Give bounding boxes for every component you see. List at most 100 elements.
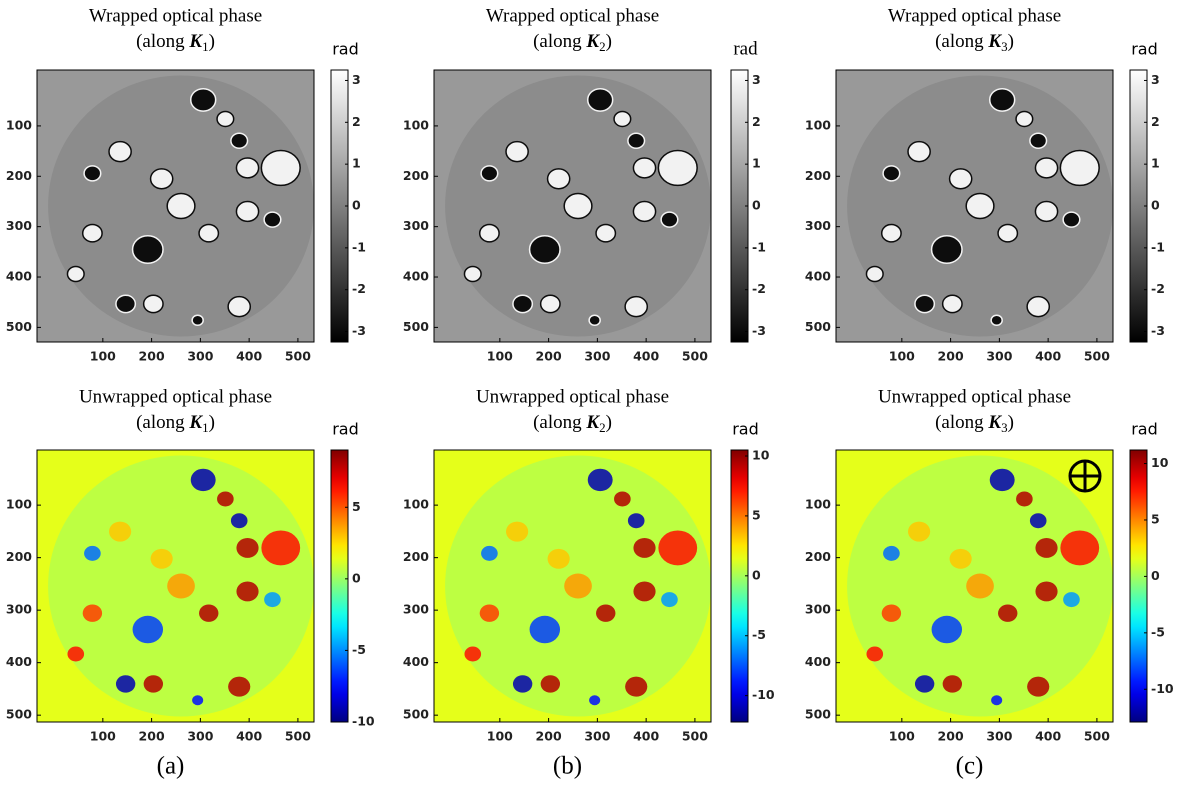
y-tick-label: 300 — [6, 602, 32, 617]
image-feature — [595, 223, 617, 243]
image-feature — [109, 521, 132, 542]
y-tick-label: 500 — [403, 319, 429, 334]
colorbar-tick-label: 0 — [352, 570, 361, 585]
colorbar-tick-label: -2 — [352, 281, 366, 296]
image-feature — [881, 604, 902, 622]
colorbar-tick-label: -3 — [352, 323, 366, 338]
image-feature — [227, 295, 252, 318]
subtitle-part: (along — [533, 31, 586, 52]
colorbar-tick-label: 5 — [1151, 511, 1160, 526]
subtitle-part: 1 — [202, 39, 209, 54]
subtitle-part: ) — [1008, 31, 1014, 52]
image-feature — [1035, 537, 1058, 558]
image-feature — [108, 140, 132, 163]
colorbar-tick-label: -1 — [752, 239, 766, 254]
image-feature — [660, 211, 679, 228]
image-feature — [1035, 581, 1058, 602]
colorbar — [730, 449, 749, 723]
image-feature — [479, 604, 500, 622]
image-feature — [260, 149, 301, 187]
subtitle-part: 2 — [599, 420, 606, 435]
x-tick-label: 100 — [487, 729, 513, 744]
x-tick-label: 200 — [139, 349, 165, 364]
image-feature — [1016, 491, 1033, 507]
colorbar-tick-label: -2 — [752, 281, 766, 296]
image-feature — [632, 157, 657, 179]
orientation-symbol — [1068, 459, 1102, 493]
subtitle-part: 1 — [202, 420, 209, 435]
colorbar-tick-label: -2 — [1151, 281, 1165, 296]
x-tick-label: 200 — [938, 729, 964, 744]
image-feature — [941, 294, 963, 314]
x-tick-label: 200 — [938, 349, 964, 364]
image-feature — [1063, 592, 1080, 608]
y-tick-label: 300 — [805, 602, 831, 617]
x-tick-label: 200 — [536, 729, 562, 744]
y-tick-label: 100 — [805, 117, 831, 132]
panel: Unwrapped optical phase(along K2)100 200 3… — [403, 386, 775, 743]
panel-subtitle: (along K2) — [533, 31, 612, 54]
x-tick-label: 100 — [889, 729, 915, 744]
colorbar — [1129, 449, 1148, 723]
colorbar-tick-label: 0 — [752, 198, 761, 213]
image-feature — [624, 295, 649, 318]
image-feature — [998, 604, 1018, 622]
x-tick-label: 500 — [285, 349, 311, 364]
colorbar-tick-label: 0 — [752, 567, 761, 582]
image-feature — [564, 573, 592, 599]
colorbar — [330, 449, 349, 723]
colorbar-tick-label: 3 — [352, 72, 361, 87]
image-feature — [84, 545, 101, 561]
panel-subtitle: (along K3) — [935, 412, 1014, 435]
panel-subtitle: (along K3) — [935, 31, 1014, 54]
image-feature — [866, 646, 884, 662]
subtitle-part: (along — [935, 412, 988, 433]
subtitle-part: K — [188, 31, 203, 52]
image-feature — [546, 168, 571, 190]
panel-label: (b) — [553, 753, 582, 780]
colorbar-tick-label: 0 — [352, 198, 361, 213]
subtitle-part: K — [585, 412, 600, 433]
image-frame — [433, 69, 712, 343]
x-tick-label: 500 — [682, 729, 708, 744]
panel-label: (c) — [956, 753, 984, 780]
colorbar-tick-label: 3 — [752, 72, 761, 87]
image-feature — [512, 675, 533, 693]
image-feature — [1034, 200, 1059, 223]
image-frame — [835, 69, 1114, 343]
y-tick-label: 100 — [6, 117, 32, 132]
panel: Wrapped optical phase(along K2)100 200 300… — [403, 5, 766, 363]
image-feature — [132, 615, 164, 644]
image-feature — [115, 294, 137, 314]
y-tick-label: 100 — [403, 117, 429, 132]
image-feature — [1059, 149, 1100, 187]
image — [836, 450, 1113, 722]
x-tick-label: 500 — [682, 349, 708, 364]
colorbar-label: rad — [332, 40, 359, 59]
y-tick-label: 500 — [6, 707, 32, 722]
image-feature — [930, 235, 963, 264]
image-feature — [908, 521, 931, 542]
image-feature — [190, 468, 216, 492]
image-feature — [264, 592, 281, 608]
x-tick-label: 300 — [986, 729, 1012, 744]
image-feature — [883, 545, 900, 561]
image-feature — [263, 211, 282, 228]
image-feature — [563, 192, 593, 220]
colorbar-label: rad — [332, 420, 359, 439]
colorbar-tick-label: -3 — [1151, 323, 1165, 338]
y-tick-label: 400 — [403, 654, 429, 669]
x-tick-label: 200 — [536, 349, 562, 364]
image-feature — [627, 132, 646, 149]
image-feature — [66, 265, 85, 283]
x-tick-label: 100 — [889, 349, 915, 364]
image-feature — [657, 149, 698, 187]
subtitle-part: (along — [935, 31, 988, 52]
image-feature — [236, 581, 259, 602]
colorbar-tick-label: -1 — [1151, 239, 1165, 254]
image-feature — [217, 491, 234, 507]
image-feature — [235, 157, 260, 179]
y-tick-label: 200 — [6, 168, 32, 183]
panel-title: Wrapped optical phase — [486, 5, 659, 26]
image-feature — [997, 223, 1019, 243]
